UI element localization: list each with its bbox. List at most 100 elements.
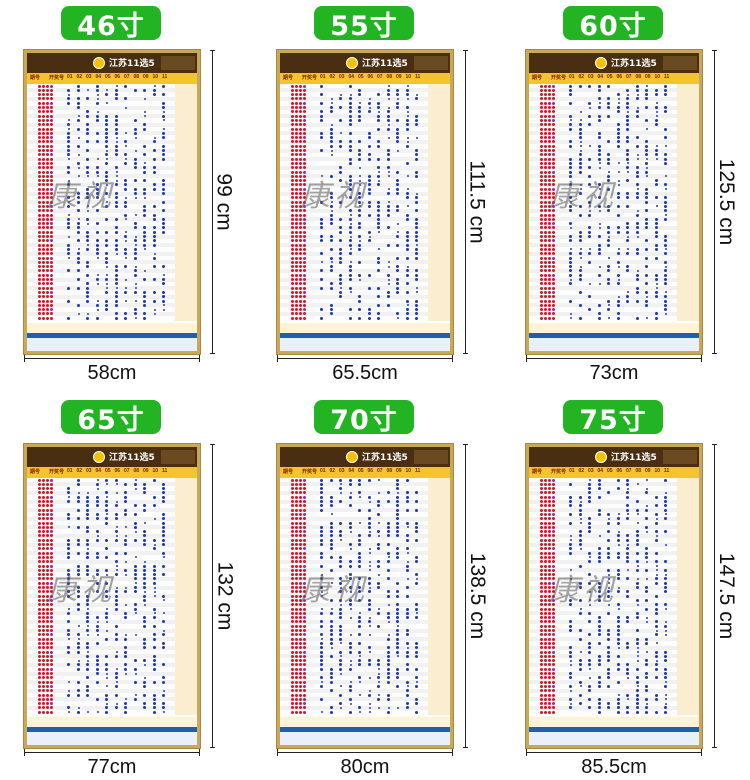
drawn-number-ball [50, 702, 53, 706]
distribution-ball [415, 200, 418, 204]
drawn-number-ball [50, 161, 53, 165]
distribution-ball [664, 127, 667, 131]
miss-count-mark [378, 608, 380, 610]
distribution-ball [396, 209, 399, 213]
distribution-ball [396, 616, 399, 620]
table-row [280, 187, 450, 191]
drawn-number-ball [291, 308, 294, 312]
distribution-ball [607, 161, 610, 165]
distribution-ball [105, 290, 108, 294]
drawn-number-ball [42, 179, 45, 183]
distribution-ball [386, 118, 390, 122]
drawn-number-ball [540, 491, 543, 495]
distribution-ball [152, 659, 156, 663]
distribution-ball [358, 247, 361, 251]
drawn-number-ball [544, 316, 547, 320]
drawn-number-ball [540, 512, 543, 516]
drawn-number-ball [548, 504, 551, 508]
size-badge: 60寸 [563, 6, 663, 42]
table-row [27, 256, 197, 260]
distribution-ball [76, 84, 80, 88]
distribution-ball [114, 273, 118, 277]
distribution-ball [396, 282, 399, 286]
distribution-ball [597, 680, 601, 684]
distribution-ball [114, 684, 118, 688]
distribution-ball [569, 676, 572, 680]
drawn-number-ball [548, 637, 551, 641]
distribution-ball [95, 101, 99, 105]
height-label: 99 cm [213, 173, 236, 231]
table-row [280, 225, 450, 230]
footer-stats-bar [280, 726, 450, 732]
distribution-ball [162, 620, 165, 624]
drawn-number-ball [303, 170, 306, 174]
distribution-ball [664, 153, 667, 157]
distribution-ball [415, 710, 418, 714]
distribution-ball [626, 672, 629, 675]
drawn-number-ball [540, 482, 543, 486]
dimension-cap [526, 749, 527, 756]
drawn-number-ball [46, 680, 49, 684]
distribution-ball [405, 650, 409, 654]
table-row [529, 273, 699, 277]
drawn-number-ball [544, 534, 547, 538]
distribution-ball [654, 594, 658, 598]
table-row [280, 165, 450, 170]
drawn-number-ball [42, 697, 45, 701]
drawn-number-ball [42, 174, 45, 178]
distribution-ball [645, 508, 648, 512]
width-dimension-line [24, 358, 200, 359]
distribution-ball [320, 217, 323, 221]
distribution-ball [645, 209, 648, 213]
distribution-ball [386, 646, 390, 650]
miss-count-mark [115, 171, 118, 173]
drawn-number-ball [548, 697, 551, 701]
distribution-ball [635, 530, 639, 534]
drawn-number-ball [544, 265, 547, 269]
drawn-number-ball [552, 611, 555, 615]
miss-count-mark [77, 175, 80, 178]
distribution-ball [654, 278, 658, 281]
drawn-number-ball [291, 646, 294, 650]
distribution-ball [329, 136, 333, 140]
table-row [27, 628, 197, 633]
distribution-ball [616, 555, 620, 559]
drawn-number-ball [50, 286, 53, 290]
drawn-number-ball [540, 495, 543, 499]
distribution-ball [626, 491, 629, 495]
distribution-ball [339, 97, 342, 101]
distribution-ball [67, 222, 70, 226]
drawn-number-ball [46, 620, 49, 624]
distribution-ball [143, 637, 146, 641]
drawn-number-ball [38, 543, 41, 546]
miss-count-mark [579, 188, 582, 191]
drawn-number-ball [552, 508, 555, 512]
table-row [27, 294, 197, 299]
drawn-number-ball [552, 88, 555, 92]
distribution-ball [143, 508, 146, 512]
drawn-number-ball [38, 500, 41, 503]
distribution-ball [67, 500, 70, 503]
stats-sidebar [175, 478, 197, 715]
drawn-number-ball [540, 222, 543, 226]
drawn-number-ball [46, 663, 49, 667]
miss-count-mark [608, 317, 610, 320]
distribution-ball [377, 183, 380, 187]
distribution-ball [569, 273, 572, 277]
distribution-ball [114, 607, 118, 611]
distribution-ball [329, 620, 333, 624]
distribution-ball [377, 663, 380, 667]
miss-count-mark [406, 140, 409, 143]
drawn-number-ball [548, 702, 551, 706]
distribution-ball [105, 697, 108, 701]
miss-count-mark [106, 496, 108, 499]
distribution-ball [105, 706, 108, 710]
drawn-number-ball [38, 577, 41, 581]
drawn-number-ball [303, 179, 306, 183]
distribution-ball [405, 607, 409, 611]
drawn-number-ball [50, 308, 53, 312]
drawn-number-ball [540, 295, 543, 299]
drawn-number-ball [552, 213, 555, 217]
drawn-number-ball [42, 710, 45, 714]
distribution-ball [152, 93, 156, 97]
